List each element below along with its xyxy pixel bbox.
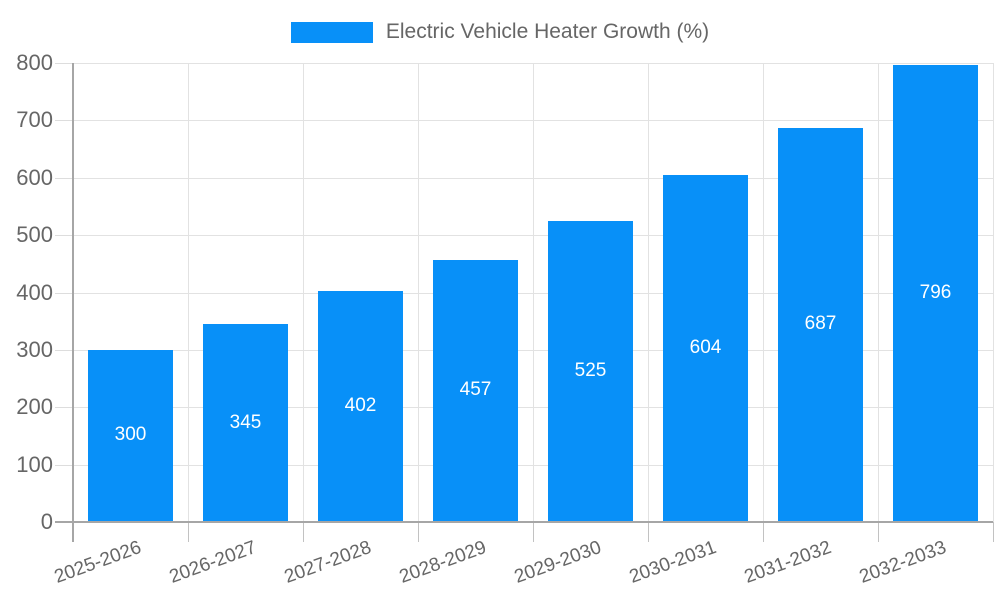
y-tick [55,63,73,64]
x-tick-label: 2029-2030 [511,537,604,588]
legend-swatch[interactable] [290,21,373,43]
y-tick [55,292,73,294]
x-tick-label: 2030-2031 [626,537,719,588]
y-tick [55,349,73,351]
bar-segment[interactable]: 457 [433,259,518,521]
x-gridline [648,63,649,522]
x-gridline [878,63,879,522]
bar-value-label: 300 [114,424,147,446]
y-tick-label: 0 [40,509,53,534]
y-tick-label: 800 [16,50,53,75]
y-tick [55,407,73,409]
y-tick-label: 600 [16,164,53,190]
x-tick [188,522,189,542]
x-tick [878,522,879,542]
x-gridline [763,63,764,522]
x-tick-label: 2026-2027 [166,537,259,588]
bar-value-label: 604 [689,337,722,359]
x-tick-label: 2025-2026 [51,537,144,588]
y-tick [55,235,73,237]
x-tick [303,522,304,542]
x-gridline [418,63,419,522]
x-gridline [533,63,534,522]
bar-segment[interactable]: 345 [203,324,288,521]
bar-segment[interactable]: 604 [663,175,748,521]
y-tick-label: 700 [16,107,53,133]
x-tick-label: 2027-2028 [281,537,374,588]
y-tick-label: 300 [16,336,53,362]
y-tick-label: 500 [16,222,53,248]
x-tick [533,522,534,542]
bar-segment[interactable]: 687 [778,127,863,521]
y-tick-label: 200 [16,394,53,420]
x-axis-line [55,521,993,523]
x-gridline [993,63,994,522]
y-tick-label: 100 [16,451,53,477]
y-tick [55,177,73,179]
bar-value-label: 687 [804,313,837,335]
bar-segment[interactable]: 300 [88,349,173,521]
bar-segment[interactable]: 796 [893,65,978,521]
bar-segment[interactable]: 402 [318,291,403,521]
x-tick-label: 2031-2032 [741,537,834,588]
y-tick [55,120,73,122]
x-tick [648,522,649,542]
x-tick [418,522,419,542]
x-tick-label: 2028-2029 [396,537,489,588]
x-tick [993,522,994,542]
x-gridline [303,63,304,522]
bar-value-label: 525 [574,359,607,381]
y-tick-label: 400 [16,279,53,305]
x-tick-label: 2032-2033 [856,537,949,588]
y-tick [55,464,73,466]
bar-value-label: 796 [919,282,952,304]
x-tick [763,522,764,542]
bar-value-label: 345 [229,411,262,433]
x-gridline [188,63,189,522]
bar-value-label: 457 [459,379,492,401]
bar-value-label: 402 [344,395,377,417]
bar-segment[interactable]: 525 [548,220,633,521]
chart-legend[interactable]: Electric Vehicle Heater Growth (%) [0,12,1000,52]
y-axis-line [72,63,74,542]
legend-label: Electric Vehicle Heater Growth (%) [385,20,710,43]
